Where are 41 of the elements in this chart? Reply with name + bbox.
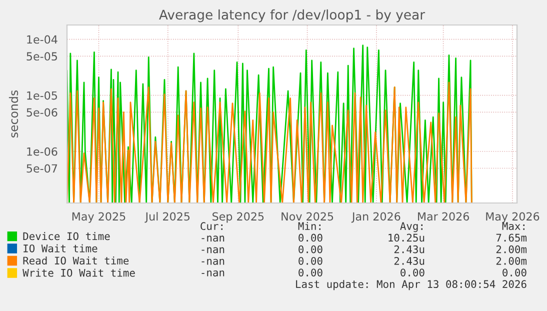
x-tick-label: May 2025 [72, 212, 126, 223]
text: 0.00 [400, 268, 424, 276]
text: 0.00 [298, 256, 322, 265]
y-tick-label: 1e-05 [27, 91, 57, 100]
text: 2.43u [394, 245, 424, 254]
text: -nan [202, 247, 224, 254]
legend-label: Read IO Wait time [23, 256, 129, 265]
chart-title: Average latency for /dev/loop1 - by year [159, 9, 426, 22]
text: Cur: [200, 222, 222, 230]
text: 0.00 [298, 234, 322, 242]
y-tick-label: 5e-05 [26, 52, 57, 61]
x-tick-label: May 2026 [486, 212, 540, 223]
x-tick-label: Sep 2025 [212, 212, 264, 223]
text: Min: [298, 222, 320, 230]
text: -nan [202, 236, 224, 242]
text: 2.43u [394, 256, 424, 265]
text: 0.00 [298, 245, 322, 254]
text: 2.00m [496, 245, 527, 254]
x-tick-label: Jul 2025 [144, 212, 190, 223]
text: 10.25u [388, 234, 424, 242]
legend-label: IO Wait time [24, 244, 98, 252]
y-tick-label: 5e-07 [26, 164, 58, 173]
x-tick-label: Jan 2026 [351, 212, 400, 223]
text: Max: [502, 222, 524, 230]
y-tick-label: 5e-06 [26, 108, 58, 117]
y-axis-title: seconds [8, 90, 18, 138]
text: -nan [202, 258, 224, 265]
text: 2.00m [496, 256, 527, 265]
text: 7.65m [496, 234, 527, 242]
y-tick-label: 1e-04 [27, 35, 58, 44]
line-series [67, 82, 472, 203]
text: 0.00 [502, 268, 526, 276]
text: Avg: [400, 222, 422, 232]
legend-label: Device IO time [23, 232, 110, 240]
text: 0.00 [298, 268, 322, 276]
legend-label: Write IO Wait time [22, 268, 135, 277]
y-tick-label: 1e-06 [27, 147, 58, 156]
x-tick-label: Mar 2026 [418, 212, 470, 221]
text: -nan [202, 270, 224, 276]
text: Last update: Mon Apr 13 08:00:54 2026 [296, 280, 526, 290]
x-tick-label: Nov 2025 [282, 212, 334, 221]
